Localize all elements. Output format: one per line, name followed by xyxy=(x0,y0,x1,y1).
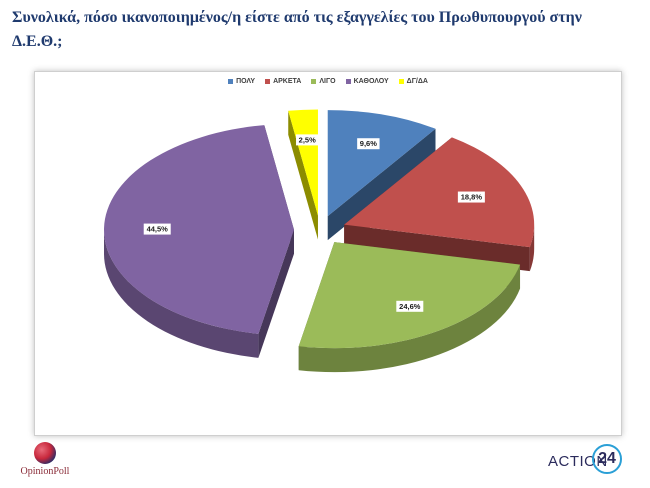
data-label: 2,5% xyxy=(299,135,316,144)
legend-label: ΑΡΚΕΤΑ xyxy=(273,78,302,85)
legend-swatch xyxy=(398,79,404,84)
data-label-bg xyxy=(296,134,319,146)
slice-rim xyxy=(529,224,535,272)
chart-frame: ΠΟΛΥ ΑΡΚΕΤΑ ΛΙΓΟ ΚΑΘΟΛΟΥ ΔΓ/ΔΑ 9,6% 18,8% 24,6… xyxy=(34,71,622,436)
data-label-bg xyxy=(396,300,424,312)
data-label: 9,6% xyxy=(360,139,377,148)
slice-side-wall xyxy=(288,110,318,240)
legend-item: ΔΓ/ΔΑ xyxy=(398,78,428,85)
slice-top xyxy=(327,110,436,217)
slice-top xyxy=(344,137,535,248)
opinionpoll-logo: OpinionPoll xyxy=(10,440,80,484)
slice-side-wall xyxy=(327,128,436,241)
pie-chart: 9,6% 18,8% 24,6% 44,5% 2,5% xyxy=(104,109,535,373)
data-label: 44,5% xyxy=(147,225,169,234)
action24-logo-number: 24 xyxy=(598,450,616,467)
legend-label: ΛΙΓΟ xyxy=(319,78,336,85)
legend-item: ΛΙΓΟ xyxy=(311,78,336,85)
opinionpoll-logo-mark xyxy=(34,442,56,464)
pie-slice xyxy=(298,242,521,373)
slice-top xyxy=(288,109,318,216)
slice-side-wall xyxy=(258,229,295,358)
data-label-bg xyxy=(357,138,380,150)
legend-item: ΠΟΛΥ xyxy=(228,78,255,85)
legend-item: ΑΡΚΕΤΑ xyxy=(265,78,301,85)
slice-side-wall xyxy=(344,224,530,272)
pie-slice xyxy=(344,137,535,272)
slice-top xyxy=(104,125,295,334)
legend-label: ΚΑΘΟΛΟΥ xyxy=(353,78,389,85)
action24-logo-ring: 24 xyxy=(592,444,622,474)
legend-swatch xyxy=(311,79,317,84)
page-title: Συνολικά, πόσο ικανοποιημένος/η είστε απ… xyxy=(12,9,582,50)
pie-slice xyxy=(104,125,295,358)
legend-swatch xyxy=(228,79,234,84)
legend-label: ΔΓ/ΔΑ xyxy=(406,78,428,85)
legend-swatch xyxy=(345,79,351,84)
data-label: 24,6% xyxy=(399,302,421,311)
chart-legend: ΠΟΛΥ ΑΡΚΕΤΑ ΛΙΓΟ ΚΑΘΟΛΟΥ ΔΓ/ΔΑ xyxy=(35,78,621,85)
pie-slice xyxy=(288,109,318,240)
slice-top xyxy=(298,242,521,349)
data-label-bg xyxy=(143,223,171,235)
data-label: 18,8% xyxy=(461,193,483,202)
pie-slice xyxy=(327,110,436,241)
legend-label: ΠΟΛΥ xyxy=(236,78,256,85)
legend-swatch xyxy=(265,79,271,84)
slice-rim xyxy=(104,229,259,358)
data-label-bg xyxy=(457,191,485,203)
action24-logo: ACTION 24 xyxy=(546,442,628,482)
legend-item: ΚΑΘΟΛΟΥ xyxy=(345,78,389,85)
slice-rim xyxy=(298,264,521,373)
opinionpoll-logo-text: OpinionPoll xyxy=(20,466,70,477)
